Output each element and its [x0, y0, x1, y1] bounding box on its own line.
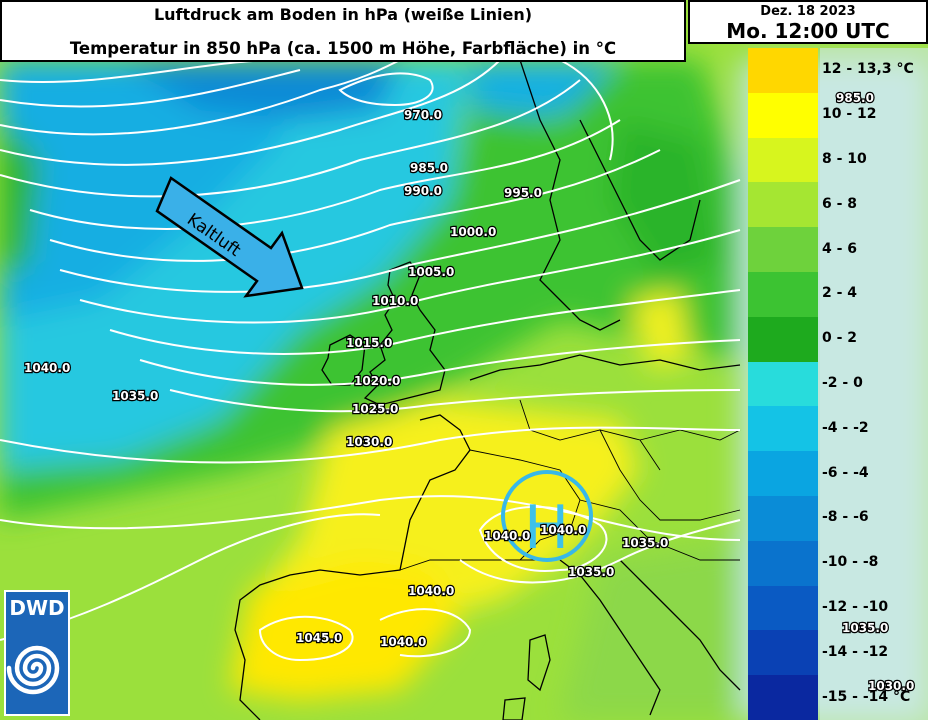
legend-label: -14 - -12 [822, 643, 889, 660]
legend-label: 10 - 12 [822, 106, 877, 123]
legend-label: 0 - 2 [822, 330, 858, 347]
high-pressure-letter: H [524, 493, 569, 563]
isobar-label: 985.0 [410, 161, 448, 175]
swirl-icon [6, 645, 60, 695]
legend-swatch [748, 272, 818, 318]
isobar-label: 1035.0 [622, 536, 668, 550]
isobar-label: 1035.0 [842, 621, 888, 635]
isobar-label: 1000.0 [450, 225, 496, 239]
legend-label: 2 - 4 [822, 285, 858, 302]
high-pressure-marker: H [501, 470, 593, 563]
legend-label: -10 - -8 [822, 554, 879, 571]
isobar-label: 990.0 [404, 184, 442, 198]
isobar-label: 1040.0 [24, 361, 70, 375]
legend-swatch [748, 137, 818, 183]
isobar-label: 1030.0 [346, 435, 392, 449]
legend-swatch [748, 48, 818, 94]
isobar-label: 1035.0 [568, 565, 614, 579]
isobar-label: 1040.0 [484, 529, 530, 543]
legend-label: 8 - 10 [822, 151, 867, 167]
isobar-label: 1010.0 [372, 294, 418, 308]
forecast-date: Dez. 18 2023 [760, 4, 856, 19]
legend-swatch [748, 182, 818, 228]
legend-swatch [748, 361, 818, 407]
dwd-logo-text: DWD [9, 596, 65, 620]
legend-swatch [748, 406, 818, 452]
isobar-label: 985.0 [836, 91, 874, 105]
legend-label: -2 - 0 [822, 375, 863, 391]
map-subtitle: Temperatur in 850 hPa (ca. 1500 m Höhe, … [69, 39, 617, 58]
legend-swatch [748, 585, 818, 631]
forecast-time: Mo. 12:00 UTC [726, 19, 890, 43]
legend-label: -15 - -14 °C [822, 688, 911, 705]
date-box: Dez. 18 2023 Mo. 12:00 UTC [688, 0, 928, 44]
isobar-label: 1020.0 [354, 374, 400, 388]
legend-label: -8 - -6 [822, 509, 869, 526]
legend-swatch [748, 630, 818, 676]
legend-swatch [748, 496, 818, 542]
isobar-label: 1030.0 [868, 679, 914, 693]
temperature-legend: 12 - 13,3 °C 10 - 12 8 - 10 6 - 8 4 - 6 2 - 4… [748, 48, 928, 720]
legend-label: -6 - -4 [822, 464, 869, 481]
isobar-label: 970.0 [404, 108, 442, 122]
legend-label: 4 - 6 [822, 240, 858, 257]
legend-swatch [748, 540, 818, 587]
isobar-label: 995.0 [504, 186, 542, 200]
legend-label: -4 - -2 [822, 419, 869, 436]
map-title: Luftdruck am Boden in hPa (weiße Linien) [153, 5, 533, 24]
dwd-logo: DWD [4, 590, 70, 716]
legend-swatch [748, 451, 818, 497]
isobar-label: 1040.0 [408, 584, 454, 598]
isobar-label: 1015.0 [346, 336, 392, 350]
legend-label: 6 - 8 [822, 195, 858, 212]
isobar-label: 1035.0 [112, 389, 158, 403]
legend-label: 12 - 13,3 °C [822, 61, 914, 78]
map-title-box: Luftdruck am Boden in hPa (weiße Linien)… [0, 0, 686, 62]
isobar-label: 1005.0 [408, 265, 454, 279]
isobar-label: 1040.0 [540, 523, 586, 537]
isobar-label: 1045.0 [296, 631, 342, 645]
legend-swatch [748, 92, 818, 139]
legend-label: -12 - -10 [822, 599, 889, 615]
isobar-label: 1025.0 [352, 402, 398, 416]
legend-swatch [748, 316, 818, 363]
isobar-label: 1040.0 [380, 635, 426, 649]
legend-swatch [748, 675, 818, 720]
legend-swatch [748, 227, 818, 273]
